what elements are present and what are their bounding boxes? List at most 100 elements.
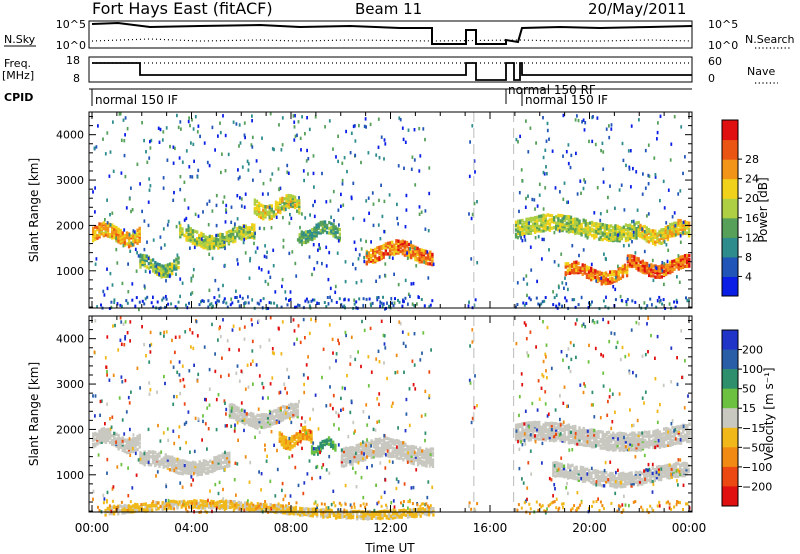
data-cell [624, 440, 628, 444]
data-cell [340, 448, 344, 452]
data-cell [311, 507, 314, 511]
noise-cell [368, 211, 370, 215]
data-cell [158, 464, 161, 468]
noise-cell [172, 198, 175, 202]
noise-cell [343, 304, 346, 308]
data-cell [635, 439, 638, 444]
near-range-cell [174, 305, 177, 309]
noise-cell [340, 204, 342, 208]
data-cell [130, 445, 133, 450]
data-cell [588, 434, 592, 438]
noise-cell [378, 275, 381, 279]
data-cell [117, 436, 120, 441]
data-cell [591, 428, 594, 432]
data-cell [648, 273, 651, 278]
data-cell [121, 439, 124, 443]
noise-cell [365, 199, 368, 203]
data-cell [213, 458, 216, 462]
data-cell [226, 461, 229, 466]
data-cell [592, 272, 595, 276]
data-cell [560, 470, 563, 475]
noise-cell [254, 231, 256, 235]
data-cell [631, 229, 634, 233]
data-cell [171, 265, 174, 269]
data-cell [296, 199, 299, 203]
noise-cell [384, 262, 387, 266]
noise-cell [349, 151, 352, 155]
data-cell [571, 262, 574, 267]
noise-cell [115, 236, 117, 240]
data-cell [607, 447, 611, 452]
near-range-cell [347, 298, 350, 302]
data-cell [113, 235, 116, 240]
data-cell [208, 505, 211, 509]
data-cell [677, 260, 680, 264]
data-cell [586, 222, 590, 226]
data-cell [622, 432, 626, 436]
data-cell [221, 238, 224, 242]
data-cell [525, 436, 528, 440]
near-range-cell [604, 305, 607, 309]
noise-cell [146, 160, 149, 164]
noise-cell [301, 212, 303, 216]
data-cell [324, 514, 327, 518]
noise-cell [176, 113, 178, 118]
data-cell [208, 244, 212, 248]
data-cell [593, 228, 596, 232]
noise-cell [106, 198, 108, 202]
noise-cell [168, 274, 171, 279]
noise-cell [567, 287, 569, 292]
data-cell [166, 460, 170, 465]
data-cell [345, 451, 348, 455]
data-cell [117, 230, 120, 234]
data-cell [533, 227, 537, 232]
near-range-cell [429, 303, 432, 307]
noise-cell [629, 149, 632, 153]
data-cell [256, 426, 259, 430]
data-cell [641, 435, 645, 440]
data-cell [544, 428, 547, 432]
data-cell [287, 193, 290, 198]
noise-cell [601, 141, 604, 145]
data-cell [421, 507, 424, 511]
data-cell [380, 246, 383, 251]
data-cell [654, 433, 657, 437]
data-cell [349, 446, 352, 450]
data-cell [370, 455, 373, 460]
noise-cell [292, 114, 295, 118]
data-cell [414, 257, 417, 262]
data-cell [266, 422, 270, 426]
noise-cell [647, 143, 650, 147]
data-cell [309, 229, 312, 233]
data-cell [203, 503, 207, 507]
data-cell [395, 451, 399, 455]
data-cell [351, 449, 354, 454]
data-cell [345, 446, 348, 450]
data-cell [383, 451, 386, 455]
noise-cell [110, 305, 113, 310]
data-cell [287, 205, 290, 210]
data-cell [147, 455, 151, 460]
noise-cell [527, 194, 529, 198]
data-cell [106, 225, 110, 229]
noise-cell [286, 170, 289, 174]
data-cell [573, 266, 576, 271]
data-cell [573, 262, 576, 266]
data-cell [228, 403, 232, 407]
near-range-cell [561, 304, 564, 308]
noise-cell [289, 212, 291, 217]
data-cell [395, 453, 399, 457]
noise-cell [614, 206, 616, 210]
data-cell [121, 235, 124, 239]
near-range-cell [289, 298, 292, 301]
noise-cell [296, 133, 298, 137]
data-cell [166, 455, 170, 459]
near-range-cell [413, 304, 416, 308]
data-cell [96, 227, 99, 232]
data-cell [376, 454, 380, 458]
data-cell [544, 220, 547, 225]
data-cell [531, 222, 535, 226]
data-cell [671, 442, 674, 447]
near-range-cell [589, 303, 592, 307]
data-cell [165, 502, 169, 506]
